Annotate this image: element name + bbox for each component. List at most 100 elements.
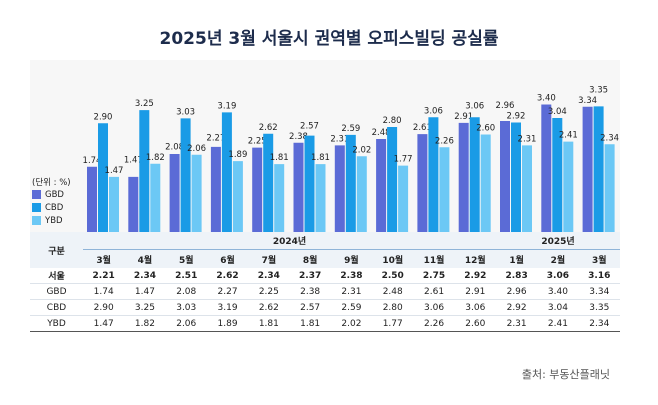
data-label: 2.08 bbox=[165, 142, 184, 152]
data-label: 2.02 bbox=[352, 145, 371, 155]
table-cell: 2.08 bbox=[165, 283, 207, 300]
table-cell: 1.81 bbox=[248, 315, 290, 332]
data-label: 1.89 bbox=[228, 150, 247, 160]
data-label: 3.03 bbox=[176, 107, 195, 117]
data-label: 1.81 bbox=[270, 153, 289, 163]
data-label: 2.41 bbox=[559, 131, 578, 141]
year-2025: 2025년 bbox=[495, 232, 620, 250]
data-label: 2.48 bbox=[372, 128, 391, 138]
data-label: 1.74 bbox=[83, 156, 102, 166]
table-cell: 2.38 bbox=[330, 268, 373, 284]
bar-ybd bbox=[356, 156, 367, 232]
table-cell: 1.89 bbox=[206, 315, 249, 332]
legend-swatch bbox=[32, 216, 41, 225]
data-label: 3.40 bbox=[537, 94, 556, 104]
data-label: 2.26 bbox=[435, 136, 454, 146]
table-cell: 3.03 bbox=[165, 299, 207, 316]
bar-cbd bbox=[552, 118, 563, 232]
table-cell: 1.47 bbox=[83, 315, 125, 332]
table-cell: 1.47 bbox=[124, 283, 166, 300]
data-label: 1.47 bbox=[124, 155, 143, 165]
month-header: 11월 bbox=[413, 249, 455, 268]
table-cell: 2.92 bbox=[454, 268, 496, 284]
bar-ybd bbox=[232, 161, 243, 232]
bar-cbd bbox=[593, 106, 604, 232]
row-label: YBD bbox=[30, 315, 83, 332]
month-header: 12월 bbox=[454, 249, 496, 268]
bar-gbd bbox=[541, 104, 552, 232]
bar-cbd bbox=[304, 135, 315, 232]
bar-ybd bbox=[563, 141, 574, 232]
bar-gbd bbox=[458, 122, 469, 232]
chart-title: 2025년 3월 서울시 권역별 오피스빌딩 공실률 bbox=[159, 29, 499, 49]
data-label: 2.27 bbox=[206, 133, 225, 143]
table-cell: 2.61 bbox=[413, 283, 455, 300]
month-header: 10월 bbox=[372, 249, 414, 268]
source-note: 출처: 부동산플래닛 bbox=[521, 368, 610, 381]
month-header: 5월 bbox=[165, 249, 207, 268]
bar-cbd bbox=[180, 118, 191, 232]
table-cell: 2.26 bbox=[413, 315, 455, 332]
month-header: 2월 bbox=[537, 249, 579, 268]
data-label: 2.90 bbox=[94, 112, 113, 122]
data-label: 2.80 bbox=[383, 116, 402, 126]
legend-label: GBD bbox=[45, 189, 64, 200]
month-header: 4월 bbox=[124, 249, 166, 268]
data-label: 1.82 bbox=[146, 153, 165, 163]
table-cell: 2.27 bbox=[206, 283, 249, 300]
bar-cbd bbox=[511, 122, 521, 232]
month-header: 6월 bbox=[206, 249, 249, 268]
header-cell: 구분 bbox=[30, 232, 83, 268]
table-cell: 3.34 bbox=[578, 283, 620, 300]
table-cell: 3.04 bbox=[537, 299, 579, 316]
bar-ybd bbox=[191, 154, 202, 232]
table-cell: 2.75 bbox=[413, 268, 455, 284]
table-cell: 2.91 bbox=[454, 283, 496, 300]
table-cell: 2.06 bbox=[165, 315, 207, 332]
table-cell: 2.31 bbox=[330, 283, 373, 300]
table-cell: 1.82 bbox=[124, 315, 166, 332]
table-cell: 2.60 bbox=[454, 315, 496, 332]
table-cell: 2.57 bbox=[289, 299, 331, 316]
month-header: 3월 bbox=[83, 249, 125, 268]
unit-label: (단위 : %) bbox=[32, 177, 71, 188]
data-label: 2.25 bbox=[248, 137, 267, 147]
table-cell: 2.31 bbox=[495, 315, 538, 332]
bar-cbd bbox=[387, 127, 398, 232]
bar-gbd bbox=[252, 147, 263, 232]
legend: (단위 : %) GBD CBD YBD bbox=[32, 175, 71, 227]
table-row: YBD 1.47 1.82 2.06 1.89 1.81 1.81 2.02 1.77 2.26 2… bbox=[30, 315, 620, 332]
data-label: 2.91 bbox=[454, 112, 473, 122]
data-label: 2.34 bbox=[600, 133, 619, 143]
legend-swatch bbox=[32, 190, 41, 199]
bar-ybd bbox=[522, 145, 532, 232]
data-label: 2.38 bbox=[289, 132, 308, 142]
plot-area: 1.74 2.90 1.47 1.47 3.25 1.82 2.08 3.03 2.06 2.27… bbox=[30, 60, 620, 232]
bar-ybd bbox=[150, 163, 161, 232]
table-cell: 2.92 bbox=[495, 299, 538, 316]
data-label: 2.59 bbox=[341, 124, 360, 134]
table-cell: 2.21 bbox=[83, 268, 125, 284]
data-label: 1.77 bbox=[394, 155, 413, 165]
data-label: 3.06 bbox=[465, 101, 484, 111]
bar-gbd bbox=[128, 176, 139, 232]
table-cell: 3.06 bbox=[454, 299, 496, 316]
table-cell: 2.51 bbox=[165, 268, 207, 284]
legend-swatch bbox=[32, 203, 41, 212]
data-label: 2.57 bbox=[300, 121, 319, 131]
data-label: 3.34 bbox=[578, 96, 597, 106]
month-header: 8월 bbox=[289, 249, 331, 268]
data-label: 2.31 bbox=[518, 134, 537, 144]
table-cell: 3.06 bbox=[413, 299, 455, 316]
data-label: 3.06 bbox=[424, 106, 443, 116]
legend-item-gbd: GBD bbox=[32, 188, 71, 201]
legend-label: YBD bbox=[45, 215, 63, 226]
table-cell: 3.35 bbox=[578, 299, 620, 316]
table-row: 서울 2.21 2.34 2.51 2.62 2.34 2.37 2.38 2.50 2.75 2.… bbox=[30, 268, 620, 284]
table-cell: 2.90 bbox=[83, 299, 125, 316]
data-label: 2.61 bbox=[413, 123, 432, 133]
bar-ybd bbox=[604, 144, 615, 232]
legend-item-cbd: CBD bbox=[32, 201, 71, 214]
data-label: 2.60 bbox=[476, 124, 495, 134]
year-2024: 2024년 bbox=[83, 232, 496, 250]
